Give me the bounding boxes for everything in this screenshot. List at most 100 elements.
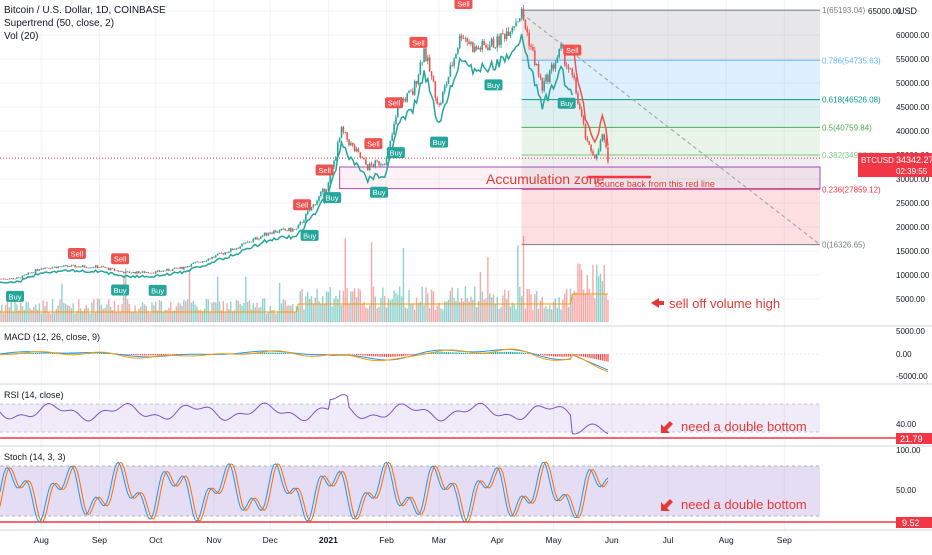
candle-body xyxy=(104,267,106,268)
volume-bar xyxy=(363,302,364,322)
candle-body xyxy=(596,155,598,158)
volume-bar xyxy=(467,298,468,322)
macd-histogram-bar xyxy=(375,354,376,356)
volume-bar xyxy=(54,313,55,322)
candle-body xyxy=(39,270,41,271)
candle-body xyxy=(540,75,542,78)
macd-histogram-bar xyxy=(103,353,104,354)
buy-signal: Buy xyxy=(111,285,129,296)
volume-bar xyxy=(181,306,182,322)
macd-histogram-bar xyxy=(101,353,102,354)
candle-body xyxy=(339,138,341,143)
sell-off-note: sell off volume high xyxy=(651,296,780,311)
macd-histogram-bar xyxy=(502,352,503,354)
candle-body xyxy=(48,268,50,269)
volume-bar xyxy=(461,298,462,322)
candle-body xyxy=(547,75,549,82)
volume-bar xyxy=(502,295,503,322)
macd-histogram-bar xyxy=(378,354,379,357)
volume-bar xyxy=(378,307,379,322)
volume-bar xyxy=(89,314,90,322)
candle-body xyxy=(373,165,375,167)
volume-bar xyxy=(517,245,518,322)
volume-bar xyxy=(328,292,329,322)
macd-histogram-bar xyxy=(457,353,458,354)
volume-bar xyxy=(437,305,438,322)
candle-body xyxy=(164,271,166,272)
candle-body xyxy=(72,265,74,266)
macd-histogram-bar xyxy=(446,352,447,354)
candle-body xyxy=(228,252,230,253)
candle-body xyxy=(187,266,189,267)
candle-body xyxy=(69,267,71,268)
macd-histogram-bar xyxy=(133,354,134,355)
macd-histogram-bar xyxy=(560,354,561,357)
buy-signal: Buy xyxy=(558,98,576,109)
volume-bar xyxy=(95,313,96,322)
candle-body xyxy=(590,145,592,151)
volume-bar xyxy=(277,311,278,322)
volume-bar xyxy=(497,297,498,322)
volume-bar xyxy=(127,299,128,322)
candle-body xyxy=(161,271,163,272)
volume-bar xyxy=(536,291,537,322)
candle-body xyxy=(183,267,185,269)
macd-histogram-bar xyxy=(545,354,546,356)
macd-histogram-bar xyxy=(395,354,396,357)
sell-off-label: sell off volume high xyxy=(669,296,780,311)
candle-body xyxy=(239,247,241,249)
candle-body xyxy=(442,92,444,103)
candle-body xyxy=(525,20,527,28)
macd-histogram-bar xyxy=(581,354,582,356)
volume-bar xyxy=(116,311,117,322)
volume-bar xyxy=(384,296,385,322)
macd-histogram-bar xyxy=(538,354,539,355)
volume-bar xyxy=(301,289,302,322)
volume-bar xyxy=(305,296,306,322)
volume-bar xyxy=(416,298,417,322)
candle-body xyxy=(0,279,1,280)
candle-body xyxy=(468,42,470,44)
candle-body xyxy=(35,269,37,272)
candle-body xyxy=(386,158,388,164)
signal-label: Buy xyxy=(151,286,164,295)
volume-bar xyxy=(224,312,225,322)
candle-body xyxy=(114,269,116,271)
candle-body xyxy=(314,204,316,205)
candle-body xyxy=(91,267,93,268)
macd-histogram-bar xyxy=(373,354,374,356)
macd-histogram-bar xyxy=(504,352,505,354)
macd-histogram-bar xyxy=(363,354,364,356)
volume-bar xyxy=(82,311,83,322)
candle-body xyxy=(570,69,572,70)
volume-bar xyxy=(414,310,415,322)
candle-body xyxy=(493,39,495,48)
candle-body xyxy=(359,152,361,157)
volume-bar xyxy=(438,303,439,322)
candle-body xyxy=(530,46,532,47)
candle-body xyxy=(371,163,373,164)
stoch-tick: 100.00 xyxy=(896,446,921,455)
candle-body xyxy=(76,266,78,267)
candle-body xyxy=(431,71,433,76)
candle-body xyxy=(52,267,54,268)
buy-signal: Buy xyxy=(370,187,388,198)
signal-label: Sell xyxy=(367,140,380,149)
candle-body xyxy=(416,81,418,84)
fib-retracement[interactable]: 1(65193.04)0.786(54735.63)0.618(46526.08… xyxy=(522,6,881,250)
candle-body xyxy=(294,229,296,230)
macd-histogram-bar xyxy=(172,354,173,355)
volume-bar xyxy=(228,309,229,322)
candle-body xyxy=(288,228,290,231)
volume-bar xyxy=(320,304,321,322)
macd-histogram-bar xyxy=(382,354,383,357)
volume-bar xyxy=(134,305,135,322)
candle-body xyxy=(352,143,354,146)
volume-bar xyxy=(108,299,109,322)
candle-body xyxy=(374,161,376,167)
volume-bar xyxy=(581,270,582,322)
signal-label: Sell xyxy=(114,255,127,264)
